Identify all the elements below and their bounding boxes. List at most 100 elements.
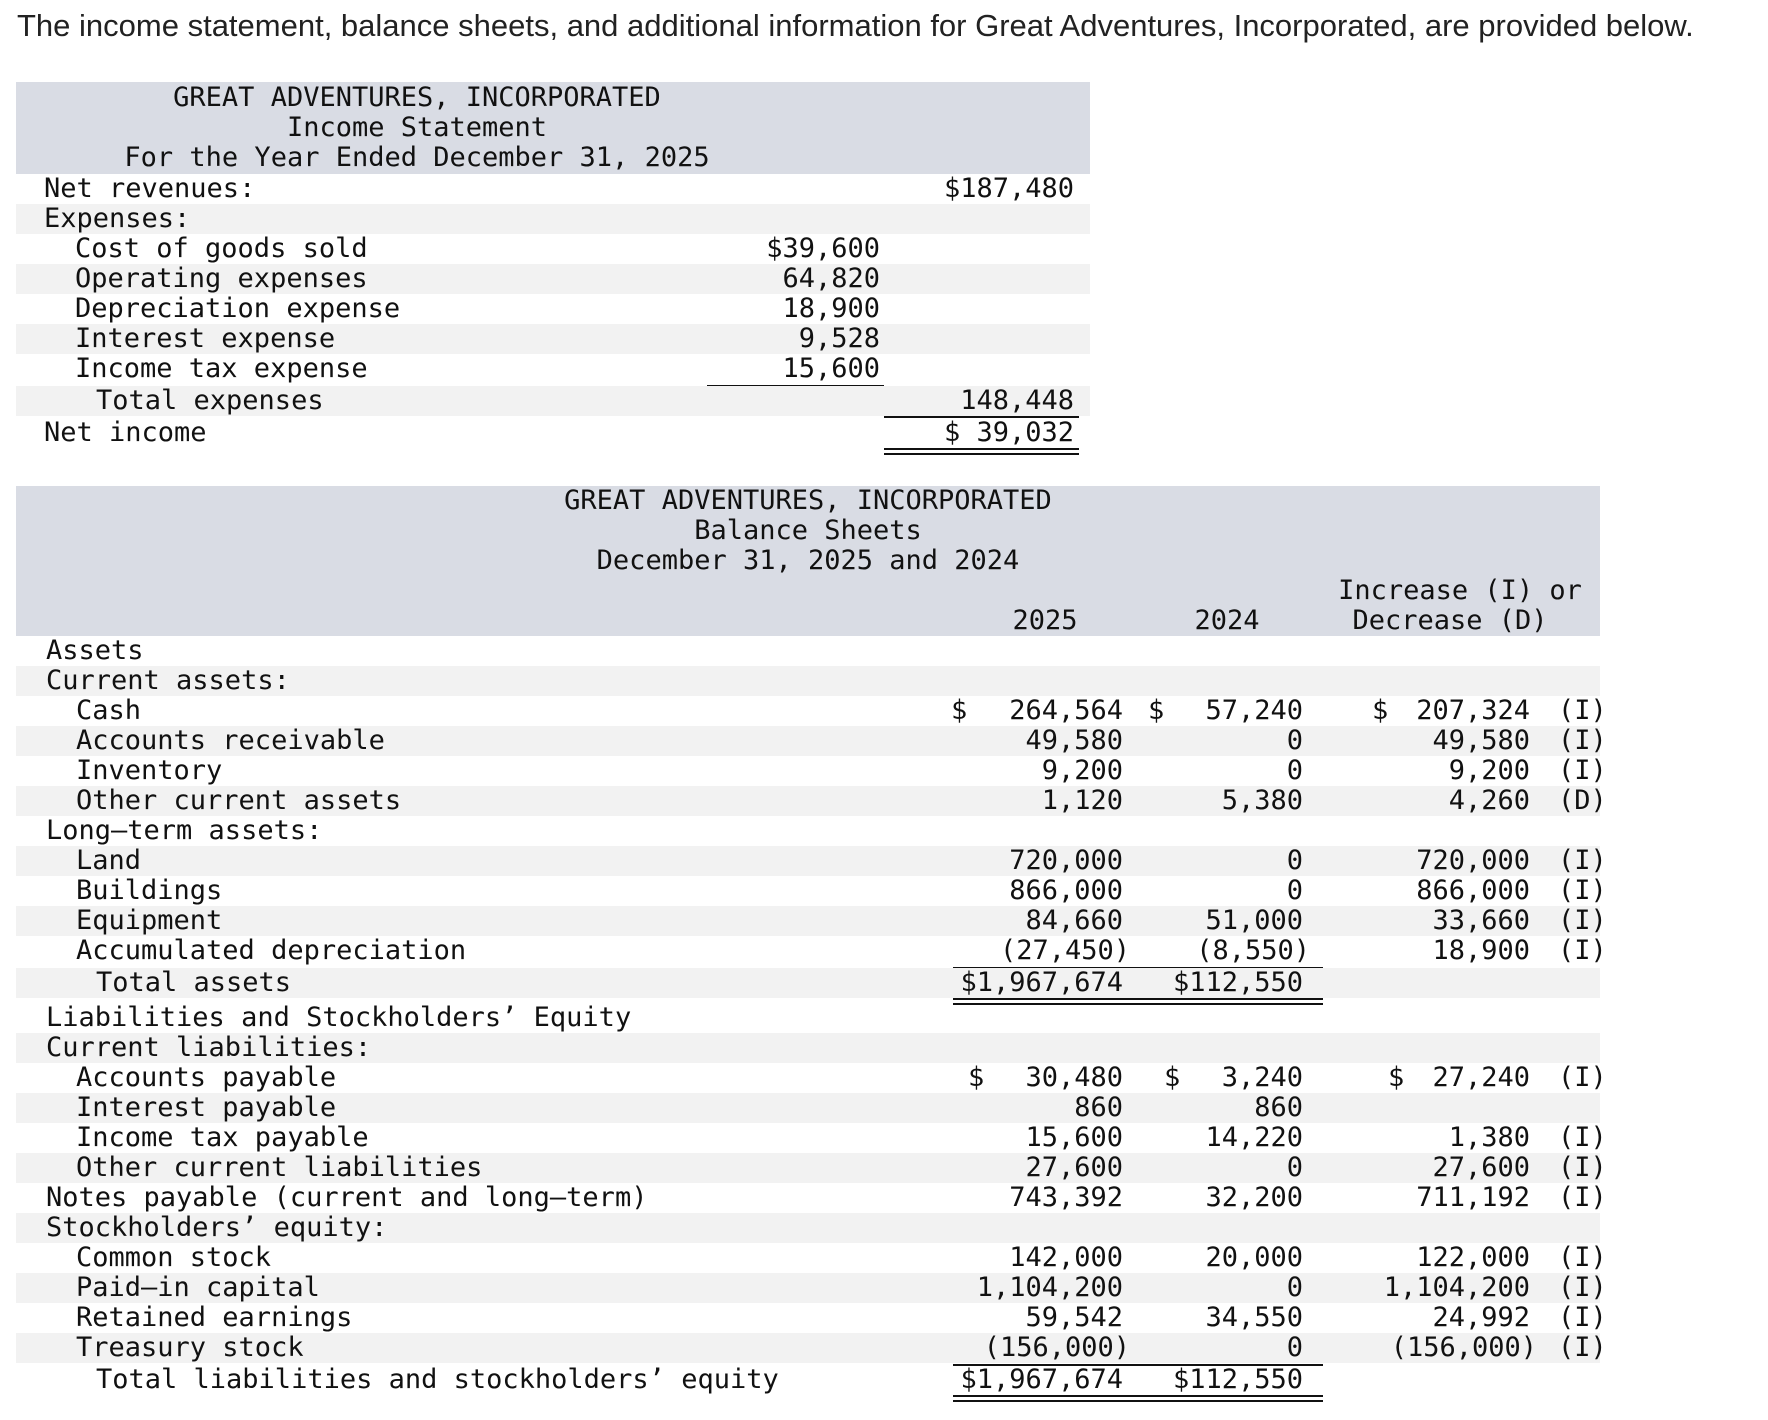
equity-subtotal-rule <box>953 1364 1323 1366</box>
change-value: 711,192 <box>1416 1182 1530 1213</box>
net-income-double-rule <box>884 448 1079 455</box>
label: Cash <box>76 695 142 726</box>
label: Interest expense <box>75 323 336 354</box>
value-2024: 0 <box>1286 1332 1303 1363</box>
value-2025: 264,564 <box>1009 695 1123 726</box>
label: Equipment <box>76 905 223 936</box>
change-value: 9,200 <box>1448 755 1530 786</box>
is-row-net-income: Net income $ 39,032 <box>16 418 1090 448</box>
net-income-value: $ 39,032 <box>943 417 1074 448</box>
bs-row-current-assets-heading: Current assets: <box>16 666 1600 696</box>
column-header-2025: 2025 <box>1012 605 1078 636</box>
label: Assets <box>46 635 144 666</box>
bs-row-total-assets: Total assets $1,967,674 $112,550 <box>16 968 1600 998</box>
label: Current liabilities: <box>46 1032 372 1063</box>
value-2025: 84,660 <box>1025 905 1123 936</box>
value-2025: 866,000 <box>1009 875 1123 906</box>
label: Net revenues: <box>44 173 256 204</box>
dollar-sign: $ <box>1164 1062 1181 1093</box>
bs-row-land: Land 720,000 0 720,000 (I) <box>16 845 1607 876</box>
bs-row-retained-earnings: Retained earnings 59,542 34,550 24,992 (… <box>16 1302 1607 1333</box>
change-indicator: (I) <box>1558 755 1607 786</box>
column-header-2024: 2024 <box>1194 605 1260 636</box>
value-2025: 1,104,200 <box>976 1272 1123 1303</box>
bs-row-accounts-receivable: Accounts receivable 49,580 0 49,580 (I) <box>16 725 1607 756</box>
label: Total liabilities and stockholders’ equi… <box>96 1364 779 1395</box>
is-row-expense: Income tax expense 15,600 <box>16 354 1090 384</box>
label: Net income <box>44 417 207 448</box>
is-row-expense: Interest expense 9,528 <box>16 324 1090 354</box>
value-2024: 0 <box>1286 845 1303 876</box>
value-2024: 14,220 <box>1205 1122 1303 1153</box>
income-statement-header <box>16 82 1090 174</box>
label: Retained earnings <box>76 1302 353 1333</box>
bs-row-common-stock: Common stock 142,000 20,000 122,000 (I) <box>16 1242 1607 1273</box>
value-2025: 142,000 <box>1009 1242 1123 1273</box>
net-revenues-value: $187,480 <box>943 173 1074 204</box>
bs-row-inventory: Inventory 9,200 0 9,200 (I) <box>16 755 1607 786</box>
change-value: 24,992 <box>1432 1302 1530 1333</box>
bs-row-equipment: Equipment 84,660 51,000 33,660 (I) <box>16 905 1607 936</box>
bs-row-accumulated-depreciation: Accumulated depreciation (27,450) (8,550… <box>16 935 1607 966</box>
label: Other current liabilities <box>76 1152 483 1183</box>
change-indicator: (I) <box>1558 1242 1607 1273</box>
value-2024: 34,550 <box>1205 1302 1303 1333</box>
value-2025: (156,000) <box>983 1332 1130 1363</box>
bs-row-total-liab-equity: Total liabilities and stockholders’ equi… <box>16 1365 1600 1395</box>
bs-row-current-liabilities-heading: Current liabilities: <box>16 1033 1600 1063</box>
balance-sheet-header <box>16 486 1600 636</box>
label: Land <box>76 845 142 876</box>
value-2024: 20,000 <box>1205 1242 1303 1273</box>
bs-row-treasury-stock: Treasury stock (156,000) 0 (156,000) (I) <box>16 1332 1607 1363</box>
value-2025: 9,200 <box>1041 755 1123 786</box>
change-indicator: (I) <box>1558 1122 1607 1153</box>
label: Buildings <box>76 875 223 906</box>
change-indicator: (I) <box>1558 875 1607 906</box>
label: Expenses: <box>44 203 191 234</box>
total-expenses-rule <box>884 416 1079 418</box>
value-2024: $112,550 <box>1172 1364 1303 1395</box>
change-value: 33,660 <box>1432 905 1530 936</box>
is-row-expense: Depreciation expense 18,900 <box>16 294 1090 324</box>
is-row-expenses-label: Expenses: <box>16 204 1090 234</box>
change-indicator: (D) <box>1558 785 1607 816</box>
change-value: 1,104,200 <box>1383 1272 1530 1303</box>
value-2024: 860 <box>1254 1092 1303 1123</box>
bs-row-stockholders-equity-heading: Stockholders’ equity: <box>16 1213 1600 1243</box>
label: Total expenses <box>96 385 324 416</box>
is-row-total-expenses: Total expenses 148,448 <box>16 386 1090 416</box>
value-2024: 0 <box>1286 1272 1303 1303</box>
value-2025: 27,600 <box>1025 1152 1123 1183</box>
label: Depreciation expense <box>75 293 401 324</box>
label: Income tax expense <box>75 353 368 384</box>
value-2024: $112,550 <box>1172 967 1303 998</box>
change-indicator: (I) <box>1558 935 1607 966</box>
balance-sheet-company: GREAT ADVENTURES, INCORPORATED <box>564 485 1052 516</box>
change-indicator: (I) <box>1558 845 1607 876</box>
label: Cost of goods sold <box>75 233 368 264</box>
value-2025: 1,120 <box>1041 785 1123 816</box>
bs-row-paid-in-capital: Paid–in capital 1,104,200 0 1,104,200 (I… <box>16 1272 1607 1303</box>
change-value: 1,380 <box>1448 1122 1530 1153</box>
is-row-net-revenues: Net revenues: $187,480 <box>16 174 1090 204</box>
label: Paid–in capital <box>76 1272 320 1303</box>
change-value: 4,260 <box>1448 785 1530 816</box>
balance-sheet-title: Balance Sheets <box>694 515 922 546</box>
value-2025: 743,392 <box>1009 1182 1123 1213</box>
change-value: (156,000) <box>1390 1332 1537 1363</box>
value-2025: 720,000 <box>1009 845 1123 876</box>
total-assets-double-rule <box>953 998 1323 1005</box>
value-2025: 15,600 <box>1025 1122 1123 1153</box>
bs-row-buildings: Buildings 866,000 0 866,000 (I) <box>16 875 1607 906</box>
income-statement-company: GREAT ADVENTURES, INCORPORATED <box>173 82 661 113</box>
label: Current assets: <box>46 665 290 696</box>
change-value: 27,600 <box>1432 1152 1530 1183</box>
value-2025: $1,967,674 <box>960 967 1123 998</box>
value-2024: 3,240 <box>1221 1062 1303 1093</box>
label: Accumulated depreciation <box>76 935 467 966</box>
label: Accounts receivable <box>76 725 385 756</box>
balance-sheet-period: December 31, 2025 and 2024 <box>596 545 1020 576</box>
change-value: 207,324 <box>1416 695 1530 726</box>
value-2024: 32,200 <box>1205 1182 1303 1213</box>
change-indicator: (I) <box>1558 1302 1607 1333</box>
